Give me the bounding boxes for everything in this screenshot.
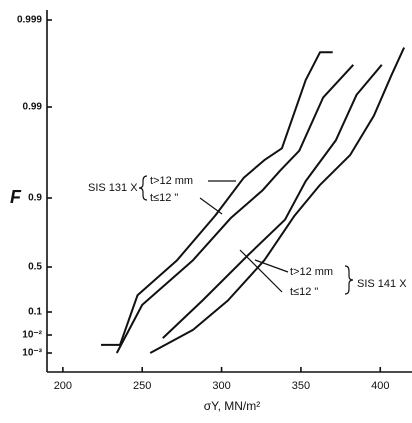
x-tick-label: 250 xyxy=(133,380,151,392)
x-tick-label: 400 xyxy=(371,380,389,392)
brace xyxy=(344,265,354,295)
curve xyxy=(101,51,333,346)
curve xyxy=(162,64,383,339)
curve-label: t≤12 " xyxy=(290,286,318,298)
y-axis-label: F xyxy=(10,187,22,207)
y-tick-label: 10⁻³ xyxy=(22,348,42,359)
y-tick-label: 0.99 xyxy=(23,102,43,113)
y-tick-label: 10⁻² xyxy=(22,330,42,341)
curve-label: t>12 mm xyxy=(290,266,333,278)
y-tick-label: 0.5 xyxy=(28,262,42,273)
x-axis-label: σY, MN/m² xyxy=(204,399,261,413)
x-tick-label: 200 xyxy=(54,380,72,392)
brace xyxy=(138,175,148,201)
leader-line xyxy=(254,259,289,273)
y-tick-label: 0.999 xyxy=(17,15,42,26)
curve xyxy=(115,64,355,354)
curve-label: t≤12 " xyxy=(150,192,178,204)
curve xyxy=(149,47,406,354)
curve-label: t>12 mm xyxy=(150,175,193,187)
group-label: SIS 131 X xyxy=(88,182,138,194)
x-tick-label: 350 xyxy=(292,380,310,392)
x-tick-label: 300 xyxy=(212,380,230,392)
y-tick-label: 0.1 xyxy=(28,307,42,318)
y-tick-label: 0.9 xyxy=(28,193,42,204)
group-label: SIS 141 X xyxy=(357,278,407,290)
